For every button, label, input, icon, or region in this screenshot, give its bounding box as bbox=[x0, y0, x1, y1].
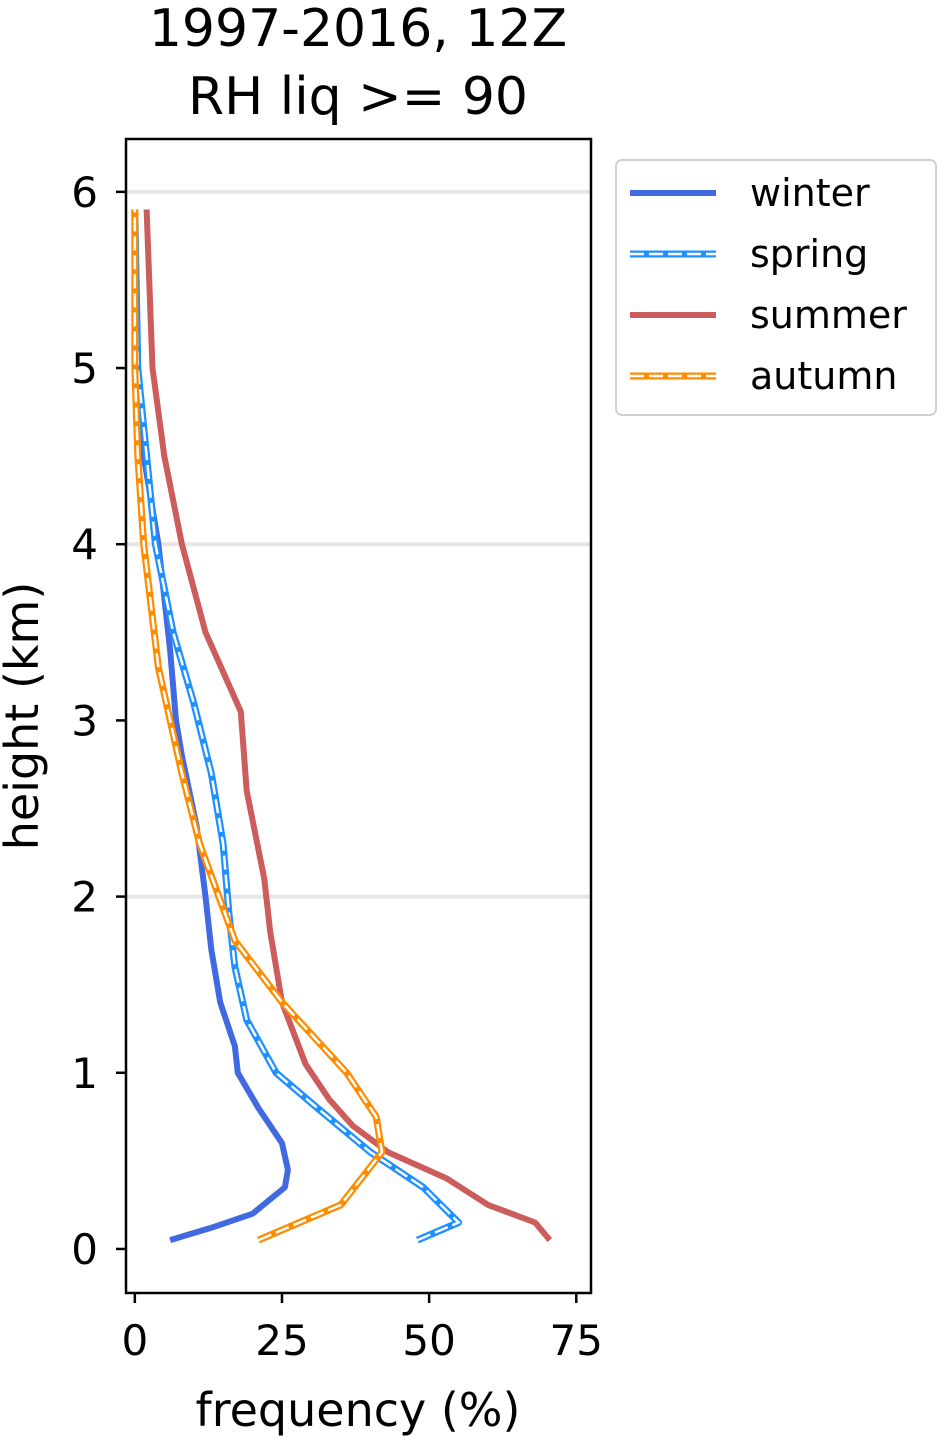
x-axis-ticks: 0 25 50 75 bbox=[121, 1293, 603, 1365]
legend-entry-autumn: autumn bbox=[630, 354, 897, 398]
y-tick-label-3: 3 bbox=[71, 696, 98, 745]
y-tick-label-0: 0 bbox=[71, 1225, 98, 1274]
legend-label-summer: summer bbox=[750, 293, 907, 337]
x-tick-label-50: 50 bbox=[402, 1316, 455, 1365]
chart-title: 1997-2016, 12Z bbox=[149, 0, 567, 59]
chart-subtitle: RH liq >= 90 bbox=[188, 67, 528, 127]
y-axis-label: height (km) bbox=[0, 582, 49, 851]
x-tick-label-25: 25 bbox=[255, 1316, 308, 1365]
y-tick-label-4: 4 bbox=[71, 520, 98, 569]
y-axis-ticks: 0 1 2 3 4 5 6 bbox=[71, 168, 126, 1274]
x-axis-label: frequency (%) bbox=[196, 1383, 521, 1436]
legend: winter spring summer autumn bbox=[615, 159, 937, 416]
legend-box bbox=[615, 159, 937, 416]
legend-label-spring: spring bbox=[750, 232, 868, 276]
data-series bbox=[131, 209, 553, 1244]
series-line-spring-base bbox=[131, 209, 463, 1244]
y-tick-label-1: 1 bbox=[71, 1049, 98, 1098]
legend-entry-summer: summer bbox=[630, 293, 907, 337]
legend-label-autumn: autumn bbox=[750, 354, 897, 398]
series-line-spring-dash bbox=[133, 209, 461, 1242]
legend-label-winter: winter bbox=[750, 171, 870, 215]
legend-entry-winter: winter bbox=[630, 171, 870, 215]
series-line-autumn-dash bbox=[133, 209, 384, 1242]
series-line-autumn-base bbox=[131, 209, 386, 1244]
y-tick-label-6: 6 bbox=[71, 168, 98, 217]
legend-entry-spring: spring bbox=[630, 232, 868, 276]
series-line-summer bbox=[143, 209, 553, 1243]
y-tick-label-5: 5 bbox=[71, 344, 98, 393]
grid-lines bbox=[126, 189, 591, 899]
x-tick-label-0: 0 bbox=[121, 1316, 148, 1365]
series-line-winter bbox=[131, 209, 291, 1243]
x-tick-label-75: 75 bbox=[550, 1316, 603, 1365]
plot-frame bbox=[124, 137, 593, 1295]
legend-items: winter spring summer autumn bbox=[630, 171, 907, 398]
y-tick-label-2: 2 bbox=[71, 873, 98, 922]
